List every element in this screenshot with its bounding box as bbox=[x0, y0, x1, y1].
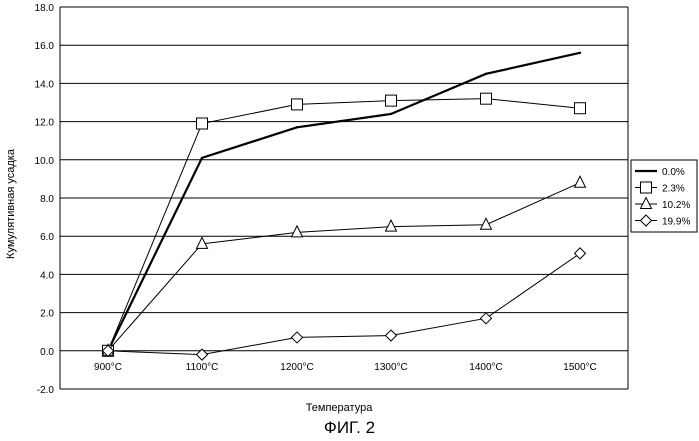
y-tick-label: 18.0 bbox=[35, 3, 55, 14]
data-point-triangle bbox=[481, 218, 492, 229]
x-tick-label: 1200°C bbox=[280, 362, 313, 373]
data-point-diamond bbox=[292, 332, 303, 343]
data-point-triangle bbox=[386, 220, 397, 231]
y-axis: -2.0 0.0 2.0 4.0 6.0 8.0 10.0 12.0 14.0 16.0 18.0 bbox=[35, 3, 55, 396]
series-2.3% bbox=[103, 93, 586, 356]
legend-label: 19.9% bbox=[662, 217, 690, 228]
y-tick-label: 12.0 bbox=[35, 118, 55, 129]
data-point-diamond bbox=[386, 330, 397, 341]
y-tick-label: 6.0 bbox=[40, 232, 54, 243]
chart: -2.00.02.04.06.08.010.012.014.016.018.0 … bbox=[0, 0, 699, 420]
y-tick-label: -2.0 bbox=[37, 385, 55, 396]
data-point-square bbox=[292, 99, 303, 110]
data-point bbox=[485, 73, 487, 75]
x-tick-label: 1500°C bbox=[563, 362, 596, 373]
data-point-diamond bbox=[481, 313, 492, 324]
data-point bbox=[579, 52, 581, 54]
data-point-triangle bbox=[575, 176, 586, 187]
y-tick-label: 8.0 bbox=[40, 194, 54, 205]
y-tick-label: 2.0 bbox=[40, 309, 54, 320]
y-axis-title: Кумулятивная усадка bbox=[5, 148, 17, 259]
x-tick-label: 1400°C bbox=[469, 362, 502, 373]
data-point bbox=[390, 113, 392, 115]
legend-label: 0.0% bbox=[662, 167, 685, 178]
x-axis: 900°C 1100°C 1200°C 1300°C 1400°C 1500°C bbox=[94, 362, 597, 373]
data-point-square bbox=[197, 118, 208, 129]
series-19.9% bbox=[103, 248, 586, 360]
legend: 0.0% 2.3% 10.2% 19.9% bbox=[631, 160, 697, 232]
data-point bbox=[201, 157, 203, 159]
series-group bbox=[103, 52, 586, 360]
series-line bbox=[108, 53, 580, 351]
y-tick-label: 0.0 bbox=[40, 347, 54, 358]
y-tick-label: 16.0 bbox=[35, 41, 55, 52]
data-point-triangle bbox=[197, 237, 208, 248]
data-point-triangle bbox=[292, 226, 303, 237]
data-point-square bbox=[575, 103, 586, 114]
data-point-square bbox=[641, 182, 652, 193]
legend-label: 10.2% bbox=[662, 200, 690, 211]
series-10.2% bbox=[103, 176, 586, 355]
x-axis-title: Температура bbox=[306, 402, 374, 414]
series-line bbox=[108, 253, 580, 354]
y-tick-label: 14.0 bbox=[35, 79, 55, 90]
figure-caption: ФИГ. 2 bbox=[0, 418, 699, 438]
data-point-square bbox=[481, 93, 492, 104]
x-tick-label: 1300°C bbox=[374, 362, 407, 373]
x-tick-label: 1100°C bbox=[186, 362, 219, 373]
legend-label: 2.3% bbox=[662, 184, 685, 195]
data-point bbox=[296, 126, 298, 128]
y-tick-label: 10.0 bbox=[35, 156, 55, 167]
series-0.0% bbox=[107, 52, 581, 352]
x-tick-label: 900°C bbox=[94, 362, 122, 373]
grid bbox=[60, 7, 628, 389]
y-tick-label: 4.0 bbox=[40, 270, 54, 281]
data-point-square bbox=[386, 95, 397, 106]
data-point-diamond bbox=[575, 248, 586, 259]
